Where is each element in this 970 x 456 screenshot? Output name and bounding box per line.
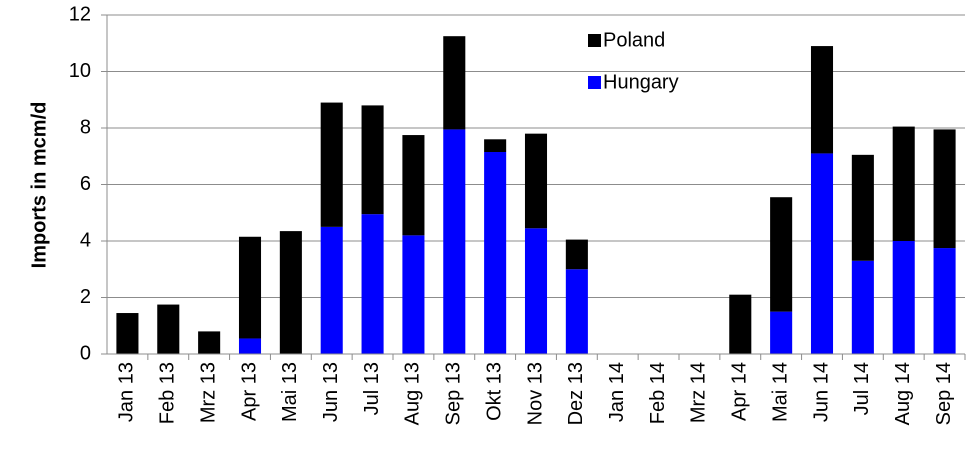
y-tick-label: 12 [69,3,91,25]
bar-segment [116,313,139,354]
x-tick-label: Okt 13 [483,362,505,421]
x-tick-label: Dez 13 [565,362,587,425]
bar-segment [565,269,588,354]
bar-segment [933,129,956,249]
x-tick-label: Feb 14 [647,362,669,424]
x-tick-label: Jul 14 [851,362,873,415]
bar-segment [770,311,793,354]
bar-segment [443,129,466,354]
bar-segment [810,153,834,354]
legend-label: Hungary [603,71,679,93]
bar-segment [402,235,425,354]
x-tick-label: Sep 13 [443,362,465,425]
y-tick-label: 6 [80,173,91,195]
bar-segment [198,331,221,354]
y-tick-label: 2 [80,286,91,308]
bar-segment [443,36,466,130]
y-tick-label: 10 [69,60,91,82]
legend-swatch [588,76,601,89]
x-tick-label: Jan 13 [116,362,138,422]
bar-segment [851,260,874,354]
y-axis-label: Imports in mcm/d [28,102,50,269]
bar-segment [892,241,915,354]
legend-swatch [588,34,601,47]
bar-segment [484,139,507,153]
bar-segment [565,239,588,270]
x-tick-label: Mai 14 [769,362,791,422]
x-tick-label: Jul 13 [361,362,383,415]
x-tick-label: Jun 14 [810,362,832,422]
bar-segment [361,105,384,215]
legend-label: Poland [603,29,665,51]
x-tick-label: Nov 13 [524,362,546,425]
y-tick-label: 8 [80,116,91,138]
x-tick-label: Jun 13 [320,362,342,422]
x-tick-label: Sep 14 [933,362,955,425]
bar-segment [238,338,262,354]
x-tick-label: Jan 14 [606,362,628,422]
bar-segment [402,135,425,236]
bar-segment [770,197,793,312]
x-tick-label: Mrz 13 [197,362,219,423]
bar-segment [933,248,956,354]
bar-segment [729,294,752,354]
x-tick-label: Aug 14 [892,362,914,425]
bar-segment [484,152,507,354]
bar-segment [524,133,548,229]
x-tick-label: Mrz 14 [688,362,710,423]
bar-segment [279,231,302,354]
x-tick-label: Apr 13 [238,362,260,421]
bar-segment [524,228,548,354]
x-tick-label: Apr 14 [729,362,751,421]
bar-segment [320,226,343,354]
bar-segment [361,214,384,354]
bar-segment [851,154,874,261]
bar-segment [892,126,915,241]
y-tick-label: 0 [80,342,91,364]
y-tick-label: 4 [80,229,91,251]
x-tick-label: Feb 13 [157,362,179,424]
x-tick-label: Aug 13 [402,362,424,425]
bar-segment [810,46,834,154]
bar-segment [238,236,262,339]
bar-segment [157,304,180,354]
x-tick-label: Mai 13 [279,362,301,422]
bar-segment [320,102,343,227]
